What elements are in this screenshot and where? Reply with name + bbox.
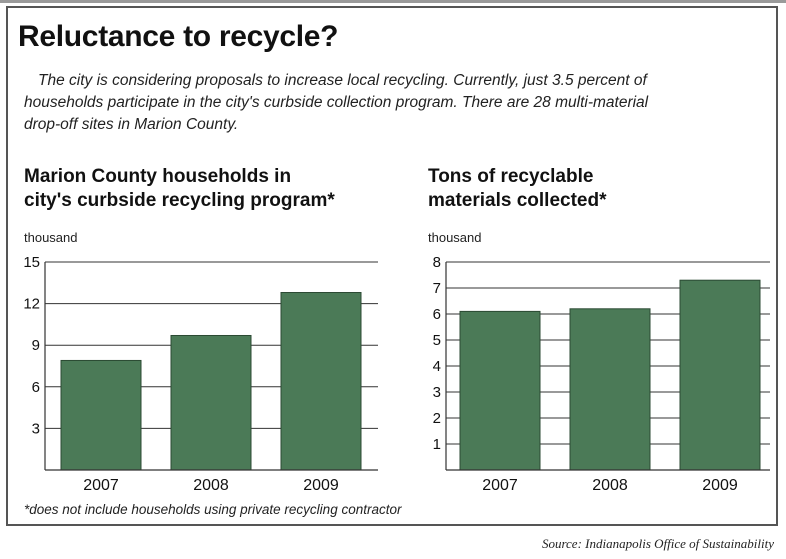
page-title: Reluctance to recycle? <box>18 20 339 53</box>
chart-1-x-tick-label: 2008 <box>193 477 229 494</box>
chart-2-y-tick-label: 8 <box>433 254 441 271</box>
chart-2-y-tick-label: 4 <box>433 358 441 375</box>
chart-2-y-tick-label: 1 <box>433 436 441 453</box>
chart-1-y-tick-label: 3 <box>32 420 40 437</box>
chart-1-bar <box>170 334 252 471</box>
chart-1-y-tick-label: 15 <box>23 254 40 271</box>
chart-1-y-tick-label: 12 <box>23 296 40 313</box>
chart-2-bar <box>569 308 651 471</box>
chart-1-y-tick-label: 6 <box>32 379 40 396</box>
chart-2-x-tick-label: 2009 <box>702 477 738 494</box>
intro-line-2: households participate in the city's cur… <box>24 94 649 111</box>
chart-1-title-line-2: city's curbside recycling program* <box>24 190 335 211</box>
intro-line-3: drop-off sites in Marion County. <box>24 116 239 133</box>
chart-1-bar <box>60 359 142 471</box>
source-note: Source: Indianapolis Office of Sustainab… <box>541 536 774 551</box>
chart-1-title: Marion County households in city's curbsi… <box>24 165 335 213</box>
chart-1-unit-label: thousand <box>24 230 78 245</box>
chart-2-bar <box>459 310 541 471</box>
chart-2-title-line-1: Tons of recyclable <box>428 166 594 187</box>
intro-line-1: The city is considering proposals to inc… <box>38 72 647 89</box>
intro-text: The city is considering proposals to inc… <box>24 70 778 136</box>
chart-2-y-tick-label: 3 <box>433 384 441 401</box>
chart-1-y-tick-label: 9 <box>32 337 40 354</box>
chart-1-x-tick-label: 2007 <box>83 477 119 494</box>
chart-2-bar <box>679 279 761 471</box>
chart-2-y-tick-label: 5 <box>433 332 441 349</box>
top-rule <box>0 0 786 3</box>
chart-2-y-tick-label: 6 <box>433 306 441 323</box>
chart-2-title-line-2: materials collected* <box>428 190 607 211</box>
chart-2-x-tick-label: 2008 <box>592 477 628 494</box>
chart-2-y-tick-label: 2 <box>433 410 441 427</box>
chart-2-x-tick-label: 2007 <box>482 477 518 494</box>
chart-2-y-tick-label: 7 <box>433 280 441 297</box>
chart-2-unit-label: thousand <box>428 230 482 245</box>
chart-1-title-line-1: Marion County households in <box>24 166 292 187</box>
footnote: *does not include households using priva… <box>24 502 402 517</box>
chart-2-title: Tons of recyclable materials collected* <box>428 165 606 213</box>
chart-1-bar <box>280 292 362 471</box>
chart-1-x-tick-label: 2009 <box>303 477 339 494</box>
